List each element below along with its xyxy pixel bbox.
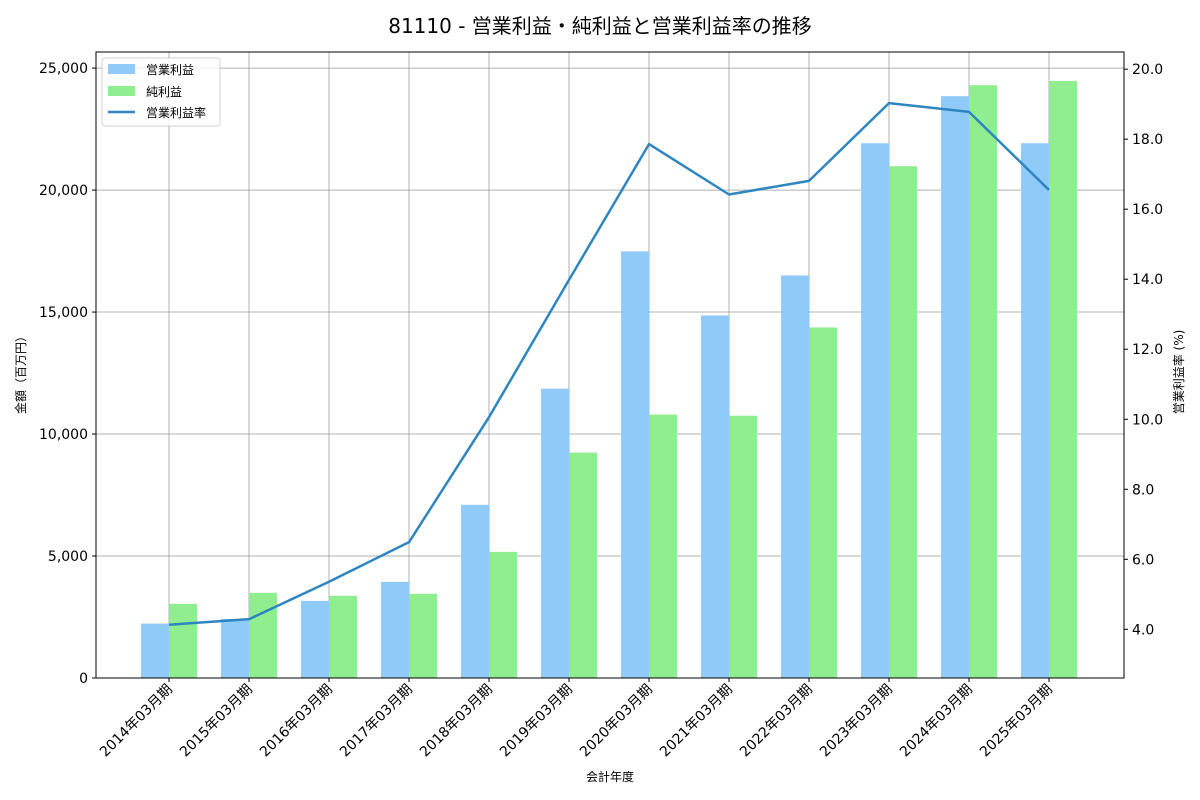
x-axis-label: 会計年度 — [586, 769, 634, 784]
bar — [381, 581, 409, 678]
bar — [489, 551, 517, 678]
bar — [729, 415, 757, 678]
x-axis: 2014年03月期 2015年03月期 2016年03月期 2017年03月期 2018… — [97, 678, 1056, 760]
plot-frame — [95, 51, 1125, 679]
y-tick-label: 0 — [79, 671, 88, 687]
bar — [329, 595, 357, 678]
y2-tick-label: 18.0 — [1132, 132, 1163, 148]
x-tick-label: 2022年03月期 — [737, 682, 816, 761]
y2-tick-label: 6.0 — [1132, 552, 1154, 568]
legend-label-net-profit: 純利益 — [146, 85, 182, 99]
y-tick-label: 5,000 — [48, 549, 88, 565]
left-y-axis: 0 5,000 10,000 15,000 20,000 25,000 — [39, 61, 96, 687]
legend-swatch-net-profit — [108, 86, 135, 96]
legend-swatch-operating-profit — [108, 64, 135, 74]
bar — [569, 452, 597, 678]
x-tick-label: 2024年03月期 — [897, 682, 976, 761]
bar — [1021, 143, 1049, 678]
bar — [701, 315, 729, 678]
legend-label-operating-margin: 営業利益率 — [146, 105, 206, 120]
bar — [461, 504, 489, 678]
x-tick-label: 2021年03月期 — [657, 682, 736, 761]
legend-label-operating-profit: 営業利益 — [146, 63, 194, 77]
x-tick-label: 2025年03月期 — [977, 682, 1056, 761]
bar — [301, 600, 329, 678]
legend-box — [101, 57, 221, 127]
x-tick-label: 2020年03月期 — [577, 682, 656, 761]
bar — [141, 623, 169, 678]
bar — [861, 143, 889, 678]
bar — [169, 603, 197, 678]
y-tick-label: 10,000 — [39, 427, 88, 443]
bar-series — [141, 81, 1077, 679]
y2-tick-label: 14.0 — [1132, 272, 1163, 288]
y2-tick-label: 20.0 — [1132, 62, 1163, 78]
y2-tick-label: 10.0 — [1132, 412, 1163, 428]
x-tick-label: 2017年03月期 — [337, 682, 416, 761]
y-tick-label: 25,000 — [39, 61, 88, 77]
line-series — [168, 101, 1050, 627]
x-tick-label: 2023年03月期 — [817, 682, 896, 761]
bar — [889, 166, 917, 678]
bar — [409, 593, 437, 678]
bar — [781, 275, 809, 678]
bar — [621, 251, 649, 678]
bar — [941, 96, 969, 678]
bar — [969, 85, 997, 679]
operating-margin-line — [168, 101, 1050, 627]
y2-tick-label: 12.0 — [1132, 342, 1163, 358]
y2-axis-label: 営業利益率 (%) — [1171, 330, 1186, 415]
chart-title: 81110 - 営業利益・純利益と営業利益率の推移 — [388, 14, 812, 38]
bar — [249, 592, 277, 678]
bar — [541, 388, 569, 678]
x-tick-label: 2015年03月期 — [177, 682, 256, 761]
y-axis-label: 金額（百万円） — [13, 330, 28, 414]
bar — [649, 414, 677, 678]
y-tick-label: 15,000 — [39, 305, 88, 321]
bar — [809, 327, 837, 678]
y2-tick-label: 4.0 — [1132, 622, 1154, 638]
y-tick-label: 20,000 — [39, 183, 88, 199]
bar — [1049, 81, 1077, 678]
legend: 営業利益 純利益 営業利益率 — [101, 57, 221, 127]
x-tick-label: 2016年03月期 — [257, 682, 336, 761]
x-tick-label: 2018年03月期 — [417, 682, 496, 761]
x-tick-label: 2019年03月期 — [497, 682, 576, 761]
x-tick-label: 2014年03月期 — [97, 682, 176, 761]
right-y-axis: 4.0 6.0 8.0 10.0 12.0 14.0 16.0 18.0 20.0 — [1124, 62, 1163, 638]
y2-tick-label: 16.0 — [1132, 202, 1163, 218]
y2-tick-label: 8.0 — [1132, 482, 1154, 498]
bar — [221, 618, 249, 678]
